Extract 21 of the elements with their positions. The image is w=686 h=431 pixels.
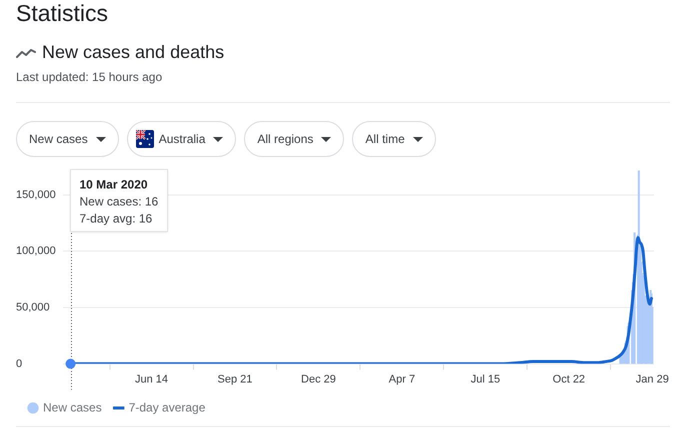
text: Last updated: 15 hours ago bbox=[16, 70, 162, 85]
y-tick-label: 100,000 bbox=[16, 245, 56, 258]
y-tick-label: 50,000 bbox=[16, 301, 50, 314]
x-tick-label: Dec 29 bbox=[301, 373, 336, 386]
text: Australia bbox=[158, 132, 206, 146]
x-tick-label: Jan 29 bbox=[636, 373, 669, 386]
x-tick-label: Apr 7 bbox=[388, 373, 416, 386]
x-tick-label: Jul 15 bbox=[470, 373, 500, 386]
annotation: 10 Mar 2020 New cases: 16 7-day avg: 16 bbox=[80, 178, 159, 226]
chart-subtitle: New cases and deaths bbox=[42, 41, 224, 63]
text: All regions bbox=[257, 132, 314, 146]
text: New cases bbox=[29, 132, 88, 146]
legend-label: 7-day average bbox=[128, 400, 206, 414]
x-tick-label: Oct 22 bbox=[552, 373, 586, 386]
y-tick-label: 0 bbox=[16, 358, 22, 370]
text: All time bbox=[365, 132, 405, 146]
legend-label: New cases bbox=[43, 400, 102, 414]
y-tick-label: 150,000 bbox=[16, 188, 56, 201]
chart-title: Statistics bbox=[16, 0, 108, 27]
x-tick-label: Jun 14 bbox=[135, 373, 168, 386]
x-tick-label: Sep 21 bbox=[218, 373, 252, 386]
